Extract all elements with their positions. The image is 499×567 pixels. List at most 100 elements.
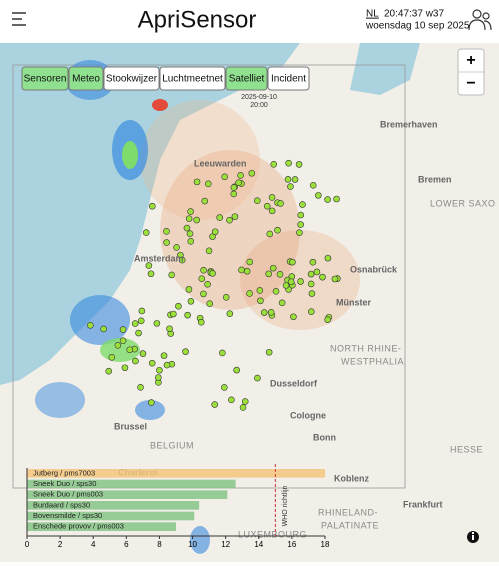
sensor-dot[interactable]: [121, 364, 129, 372]
sensor-dot[interactable]: [289, 258, 296, 266]
layer-button[interactable]: [225, 66, 268, 91]
sensor-dot[interactable]: [239, 404, 247, 411]
layer-button-label[interactable]: Stookwijzer: [106, 74, 158, 85]
sensor-dot[interactable]: [285, 159, 292, 167]
sensor-dot[interactable]: [243, 267, 251, 275]
menu-icon[interactable]: [12, 12, 26, 26]
sensor-dot[interactable]: [267, 309, 275, 316]
sensor-dot[interactable]: [205, 180, 212, 188]
sensor-dot[interactable]: [296, 229, 303, 236]
sensor-dot[interactable]: [145, 262, 153, 269]
sensor-dot[interactable]: [333, 195, 340, 203]
layer-button-label[interactable]: Incident: [271, 74, 306, 85]
sensor-dot[interactable]: [319, 273, 326, 281]
layer-button[interactable]: [21, 66, 69, 91]
sensor-dot[interactable]: [276, 270, 284, 278]
sensor-dot[interactable]: [291, 176, 299, 183]
sensor-dot[interactable]: [182, 348, 189, 355]
sensor-dot[interactable]: [324, 316, 331, 323]
sensor-dot[interactable]: [160, 352, 168, 359]
sensor-dot[interactable]: [131, 320, 139, 327]
sensor-dot[interactable]: [184, 311, 191, 319]
sensor-dot[interactable]: [272, 288, 280, 295]
sensor-dot[interactable]: [238, 266, 245, 274]
sensor-dot[interactable]: [309, 182, 317, 189]
sensor-dot[interactable]: [222, 293, 230, 301]
sensor-dot[interactable]: [266, 230, 274, 238]
layer-button-label[interactable]: Sensoren: [24, 74, 67, 85]
sensor-dot[interactable]: [163, 239, 170, 246]
sensor-dot[interactable]: [137, 317, 145, 325]
sensor-dot[interactable]: [147, 270, 155, 278]
sensor-dot[interactable]: [156, 366, 163, 374]
sensor-dot[interactable]: [299, 201, 306, 208]
sensor-dot[interactable]: [308, 308, 315, 315]
sensor-dot[interactable]: [246, 290, 253, 297]
sensor-dot[interactable]: [206, 300, 214, 307]
sensor-dot[interactable]: [284, 176, 292, 183]
sensor-dot[interactable]: [132, 357, 139, 365]
sensor-dot[interactable]: [148, 399, 155, 406]
sensor-dot[interactable]: [221, 173, 229, 181]
sensor-dot[interactable]: [200, 266, 207, 274]
sensor-dot[interactable]: [209, 270, 216, 277]
sensor-dot[interactable]: [324, 196, 331, 203]
sensor-dot[interactable]: [219, 349, 226, 357]
sensor-dot[interactable]: [211, 228, 219, 236]
sensor-dot[interactable]: [142, 229, 150, 236]
sensor-dot[interactable]: [114, 342, 122, 349]
sensor-dot[interactable]: [119, 326, 127, 333]
sensor-dot[interactable]: [297, 211, 305, 219]
sensor-dot[interactable]: [315, 192, 322, 199]
sensor-dot[interactable]: [265, 348, 273, 356]
layer-button-label[interactable]: Satelliet: [229, 74, 265, 85]
sensor-dot[interactable]: [230, 184, 238, 191]
zoom-in[interactable]: +: [466, 52, 475, 69]
sensor-dot[interactable]: [197, 318, 205, 326]
zoom-out[interactable]: −: [466, 75, 475, 92]
sensor-dot[interactable]: [307, 280, 315, 288]
sensor-dot[interactable]: [246, 258, 254, 266]
sensor-dot[interactable]: [331, 275, 339, 283]
sensor-dot[interactable]: [226, 310, 234, 317]
layer-button[interactable]: [68, 66, 104, 91]
sensor-dot[interactable]: [185, 215, 193, 222]
sensor-dot[interactable]: [257, 297, 264, 305]
sensor-dot[interactable]: [308, 290, 316, 297]
sensor-dot[interactable]: [148, 202, 156, 210]
sensor-dot[interactable]: [148, 359, 156, 367]
sensor-dot[interactable]: [241, 398, 249, 405]
sensor-dot[interactable]: [226, 216, 233, 224]
sensor-dot[interactable]: [295, 161, 303, 168]
sensor-dot[interactable]: [324, 254, 332, 262]
sensor-dot[interactable]: [307, 270, 315, 278]
layer-button-label[interactable]: Meteo: [72, 74, 100, 85]
sensor-dot[interactable]: [204, 280, 211, 288]
sensor-dot[interactable]: [290, 313, 297, 321]
sensor-dot[interactable]: [297, 278, 304, 285]
sensor-dot[interactable]: [268, 207, 276, 215]
sensor-dot[interactable]: [170, 310, 177, 318]
sensor-dot[interactable]: [282, 282, 290, 289]
sensor-markers[interactable]: [87, 159, 341, 411]
sensor-dot[interactable]: [256, 287, 264, 294]
info-icon[interactable]: [467, 531, 479, 543]
sensor-dot[interactable]: [183, 224, 191, 232]
layer-button[interactable]: [267, 66, 310, 91]
sensor-dot[interactable]: [260, 309, 268, 316]
sensor-dot[interactable]: [187, 297, 195, 305]
sensor-dot[interactable]: [216, 214, 223, 221]
sensor-dot[interactable]: [163, 361, 171, 369]
sensor-dot[interactable]: [313, 268, 321, 276]
layer-button[interactable]: [103, 66, 160, 91]
sensor-dot[interactable]: [228, 396, 235, 404]
sensor-dot[interactable]: [237, 172, 244, 179]
sensor-dot[interactable]: [198, 275, 206, 283]
sensor-dot[interactable]: [221, 384, 228, 391]
layer-button[interactable]: [159, 66, 226, 91]
sensor-dot[interactable]: [201, 197, 209, 205]
sensor-dot[interactable]: [233, 366, 240, 374]
sensor-dot[interactable]: [87, 322, 94, 329]
sensor-dot[interactable]: [126, 346, 134, 354]
user-icon[interactable]: [468, 9, 492, 31]
